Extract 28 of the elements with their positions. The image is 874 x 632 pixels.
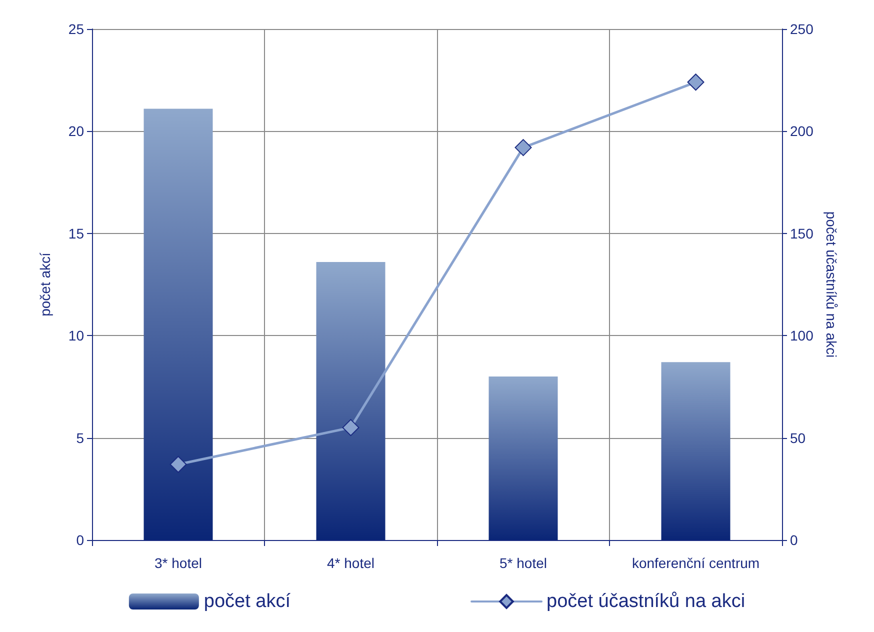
y2-tick-label: 200 (790, 123, 814, 140)
y-tick-label: 10 (68, 328, 84, 344)
point (342, 419, 360, 436)
y-tick-label: 15 (68, 225, 84, 242)
legend-label: počet účastníků na akci (546, 591, 746, 612)
point (514, 139, 532, 156)
point (687, 74, 704, 91)
y2-tick-label: 250 (790, 21, 814, 37)
bar (316, 262, 386, 540)
y-tick-label: 5 (76, 430, 84, 446)
legend-label: počet akcí (204, 591, 292, 612)
y2-tick-label: 150 (790, 225, 814, 242)
bar (661, 362, 730, 540)
bar (144, 108, 213, 540)
y2-axis-title: počet účastníků na akci (823, 211, 840, 358)
y-tick-label: 20 (68, 123, 84, 140)
bar (488, 376, 558, 540)
x-tick-label: 4* hotel (327, 555, 374, 571)
y2-tick-label: 50 (790, 430, 806, 446)
y2-tick-label: 100 (790, 328, 814, 344)
y-tick-label: 0 (76, 532, 84, 548)
y2-tick-label: 0 (790, 532, 798, 548)
x-tick-label: 3* hotel (154, 555, 202, 571)
point (170, 456, 187, 473)
x-tick-label: konferenční centrum (632, 555, 760, 571)
y-axis-title: počet akcí (37, 252, 53, 316)
x-tick-label: 5* hotel (500, 555, 547, 571)
y-tick-label: 25 (68, 21, 84, 37)
